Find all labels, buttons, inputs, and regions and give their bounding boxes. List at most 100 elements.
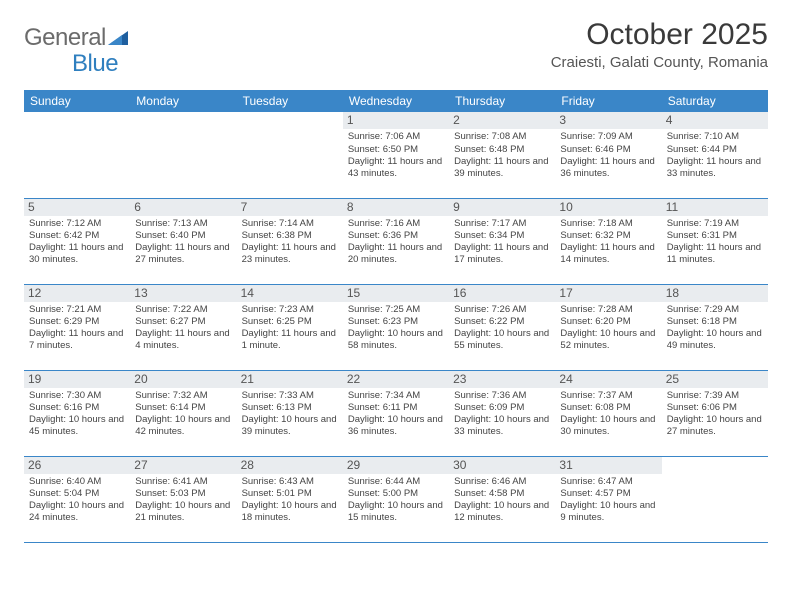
day-details: Sunrise: 7:14 AMSunset: 6:38 PMDaylight:… bbox=[242, 218, 338, 267]
day-number: 4 bbox=[662, 112, 768, 129]
day-number: 20 bbox=[130, 371, 236, 388]
calendar-week-row: 19 Sunrise: 7:30 AMSunset: 6:16 PMDayligh… bbox=[24, 370, 768, 456]
day-number: 21 bbox=[237, 371, 343, 388]
calendar-day-cell: 1Sunrise: 7:06 AMSunset: 6:50 PMDaylight… bbox=[343, 112, 449, 198]
calendar-day-cell: 30Sunrise: 6:46 AMSunset: 4:58 PMDayligh… bbox=[449, 456, 555, 542]
day-number: 1 bbox=[343, 112, 449, 129]
calendar-day-cell: 22Sunrise: 7:34 AMSunset: 6:11 PMDayligh… bbox=[343, 370, 449, 456]
day-number: 26 bbox=[24, 457, 130, 474]
day-details: Sunrise: 7:26 AMSunset: 6:22 PMDaylight:… bbox=[454, 304, 550, 353]
day-details: Sunrise: 7:12 AMSunset: 6:42 PMDaylight:… bbox=[29, 218, 125, 267]
day-details: Sunrise: 6:40 AMSunset: 5:04 PMDaylight:… bbox=[29, 476, 125, 525]
calendar-day-cell bbox=[237, 112, 343, 198]
calendar-day-cell: 24 Sunrise: 7:37 AMSunset: 6:08 PMDayligh… bbox=[555, 370, 661, 456]
calendar-day-cell: 19 Sunrise: 7:30 AMSunset: 6:16 PMDayligh… bbox=[24, 370, 130, 456]
day-details: Sunrise: 6:41 AMSunset: 5:03 PMDaylight:… bbox=[135, 476, 231, 525]
day-number: 15 bbox=[343, 285, 449, 302]
calendar-header-row: Sunday Monday Tuesday Wednesday Thursday… bbox=[24, 90, 768, 112]
day-details: Sunrise: 7:19 AMSunset: 6:31 PMDaylight:… bbox=[667, 218, 763, 267]
day-details: Sunrise: 6:46 AMSunset: 4:58 PMDaylight:… bbox=[454, 476, 550, 525]
calendar-day-cell: 8Sunrise: 7:16 AMSunset: 6:36 PMDaylight… bbox=[343, 198, 449, 284]
calendar-day-cell: 11Sunrise: 7:19 AMSunset: 6:31 PMDayligh… bbox=[662, 198, 768, 284]
calendar-day-cell: 23 Sunrise: 7:36 AMSunset: 6:09 PMDayligh… bbox=[449, 370, 555, 456]
logo: General Blue bbox=[24, 18, 128, 84]
day-number: 29 bbox=[343, 457, 449, 474]
day-number bbox=[24, 112, 130, 129]
day-number: 10 bbox=[555, 199, 661, 216]
day-details: Sunrise: 7:36 AMSunset: 6:09 PMDaylight:… bbox=[454, 390, 550, 439]
calendar-table: Sunday Monday Tuesday Wednesday Thursday… bbox=[24, 90, 768, 543]
day-details: Sunrise: 7:16 AMSunset: 6:36 PMDaylight:… bbox=[348, 218, 444, 267]
day-details: Sunrise: 7:23 AMSunset: 6:25 PMDaylight:… bbox=[242, 304, 338, 353]
day-details: Sunrise: 7:08 AMSunset: 6:48 PMDaylight:… bbox=[454, 131, 550, 180]
day-number: 17 bbox=[555, 285, 661, 302]
calendar-day-cell: 31 Sunrise: 6:47 AMSunset: 4:57 PMDayligh… bbox=[555, 456, 661, 542]
day-details: Sunrise: 7:18 AMSunset: 6:32 PMDaylight:… bbox=[560, 218, 656, 267]
day-number: 23 bbox=[449, 371, 555, 388]
day-details: Sunrise: 7:13 AMSunset: 6:40 PMDaylight:… bbox=[135, 218, 231, 267]
day-number: 27 bbox=[130, 457, 236, 474]
header-bar: General Blue October 2025 Craiesti, Gala… bbox=[24, 18, 768, 84]
day-number bbox=[130, 112, 236, 129]
calendar-day-cell: 13 Sunrise: 7:22 AMSunset: 6:27 PMDayligh… bbox=[130, 284, 236, 370]
day-details: Sunrise: 7:09 AMSunset: 6:46 PMDaylight:… bbox=[560, 131, 656, 180]
calendar-day-cell: 14 Sunrise: 7:23 AMSunset: 6:25 PMDayligh… bbox=[237, 284, 343, 370]
day-details: Sunrise: 6:44 AMSunset: 5:00 PMDaylight:… bbox=[348, 476, 444, 525]
col-monday: Monday bbox=[130, 90, 236, 112]
day-details: Sunrise: 7:28 AMSunset: 6:20 PMDaylight:… bbox=[560, 304, 656, 353]
calendar-week-row: 26 Sunrise: 6:40 AMSunset: 5:04 PMDayligh… bbox=[24, 456, 768, 542]
day-number: 6 bbox=[130, 199, 236, 216]
col-thursday: Thursday bbox=[449, 90, 555, 112]
day-number: 16 bbox=[449, 285, 555, 302]
day-number: 13 bbox=[130, 285, 236, 302]
day-number: 31 bbox=[555, 457, 661, 474]
day-number bbox=[662, 457, 768, 474]
calendar-day-cell bbox=[662, 456, 768, 542]
day-number: 12 bbox=[24, 285, 130, 302]
day-details: Sunrise: 6:43 AMSunset: 5:01 PMDaylight:… bbox=[242, 476, 338, 525]
logo-triangle-icon bbox=[108, 24, 128, 52]
day-number bbox=[237, 112, 343, 129]
location-subtitle: Craiesti, Galati County, Romania bbox=[551, 54, 768, 71]
day-number: 28 bbox=[237, 457, 343, 474]
day-number: 14 bbox=[237, 285, 343, 302]
calendar-day-cell: 15 Sunrise: 7:25 AMSunset: 6:23 PMDayligh… bbox=[343, 284, 449, 370]
day-number: 22 bbox=[343, 371, 449, 388]
day-details: Sunrise: 7:22 AMSunset: 6:27 PMDaylight:… bbox=[135, 304, 231, 353]
day-details: Sunrise: 7:10 AMSunset: 6:44 PMDaylight:… bbox=[667, 131, 763, 180]
day-number: 24 bbox=[555, 371, 661, 388]
col-sunday: Sunday bbox=[24, 90, 130, 112]
day-details: Sunrise: 7:33 AMSunset: 6:13 PMDaylight:… bbox=[242, 390, 338, 439]
day-details: Sunrise: 7:17 AMSunset: 6:34 PMDaylight:… bbox=[454, 218, 550, 267]
calendar-day-cell bbox=[130, 112, 236, 198]
day-details: Sunrise: 7:25 AMSunset: 6:23 PMDaylight:… bbox=[348, 304, 444, 353]
calendar-day-cell: 27 Sunrise: 6:41 AMSunset: 5:03 PMDayligh… bbox=[130, 456, 236, 542]
day-details: Sunrise: 7:30 AMSunset: 6:16 PMDaylight:… bbox=[29, 390, 125, 439]
calendar-day-cell: 28 Sunrise: 6:43 AMSunset: 5:01 PMDayligh… bbox=[237, 456, 343, 542]
day-number: 9 bbox=[449, 199, 555, 216]
calendar-day-cell: 17 Sunrise: 7:28 AMSunset: 6:20 PMDayligh… bbox=[555, 284, 661, 370]
calendar-day-cell: 3Sunrise: 7:09 AMSunset: 6:46 PMDaylight… bbox=[555, 112, 661, 198]
day-number: 19 bbox=[24, 371, 130, 388]
calendar-day-cell: 2Sunrise: 7:08 AMSunset: 6:48 PMDaylight… bbox=[449, 112, 555, 198]
calendar-day-cell bbox=[24, 112, 130, 198]
col-friday: Friday bbox=[555, 90, 661, 112]
day-number: 18 bbox=[662, 285, 768, 302]
day-number: 7 bbox=[237, 199, 343, 216]
day-details: Sunrise: 6:47 AMSunset: 4:57 PMDaylight:… bbox=[560, 476, 656, 525]
day-number: 25 bbox=[662, 371, 768, 388]
calendar-day-cell: 12 Sunrise: 7:21 AMSunset: 6:29 PMDayligh… bbox=[24, 284, 130, 370]
calendar-week-row: 5 Sunrise: 7:12 AMSunset: 6:42 PMDaylight… bbox=[24, 198, 768, 284]
calendar-day-cell: 16 Sunrise: 7:26 AMSunset: 6:22 PMDayligh… bbox=[449, 284, 555, 370]
day-details: Sunrise: 7:29 AMSunset: 6:18 PMDaylight:… bbox=[667, 304, 763, 353]
day-details: Sunrise: 7:39 AMSunset: 6:06 PMDaylight:… bbox=[667, 390, 763, 439]
calendar-week-row: 12 Sunrise: 7:21 AMSunset: 6:29 PMDayligh… bbox=[24, 284, 768, 370]
day-details: Sunrise: 7:37 AMSunset: 6:08 PMDaylight:… bbox=[560, 390, 656, 439]
calendar-day-cell: 26 Sunrise: 6:40 AMSunset: 5:04 PMDayligh… bbox=[24, 456, 130, 542]
day-details: Sunrise: 7:21 AMSunset: 6:29 PMDaylight:… bbox=[29, 304, 125, 353]
day-number: 5 bbox=[24, 199, 130, 216]
calendar-day-cell: 6 Sunrise: 7:13 AMSunset: 6:40 PMDaylight… bbox=[130, 198, 236, 284]
col-tuesday: Tuesday bbox=[237, 90, 343, 112]
logo-text: General Blue bbox=[24, 24, 128, 84]
logo-word-1: General bbox=[24, 24, 106, 51]
